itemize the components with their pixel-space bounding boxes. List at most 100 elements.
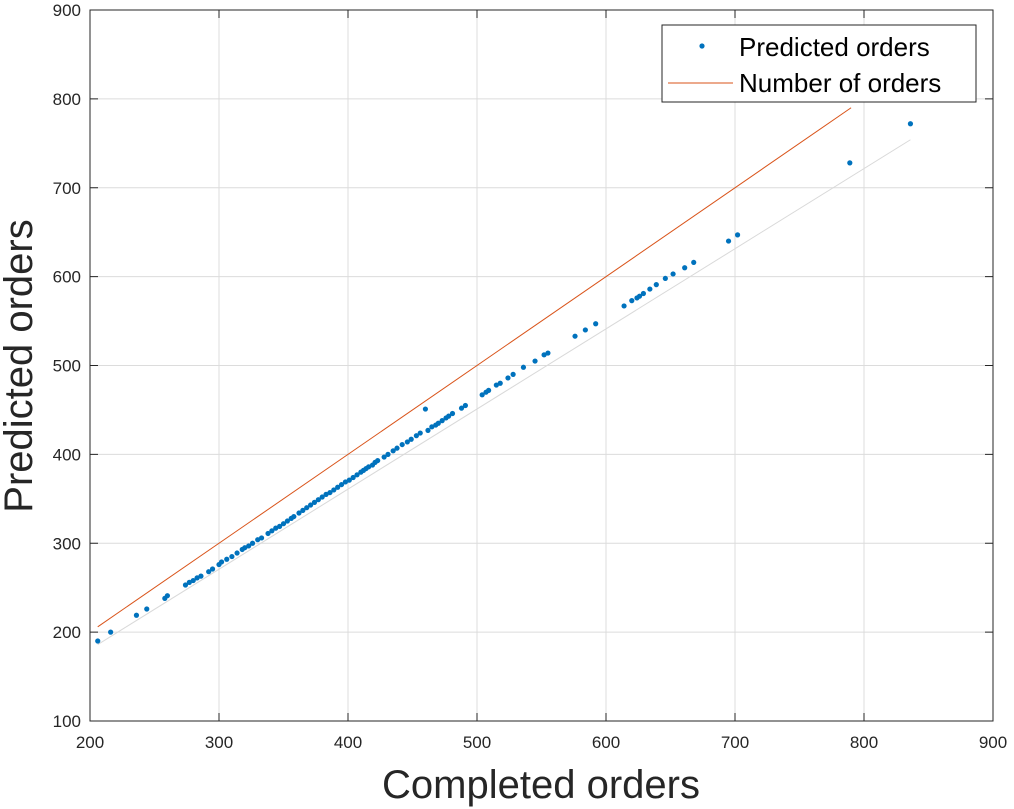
predicted-orders-point — [479, 392, 485, 398]
predicted-orders-point — [640, 290, 647, 297]
x-tick-label: 800 — [850, 733, 878, 752]
predicted-orders-point — [338, 481, 345, 488]
predicted-orders-point — [446, 413, 452, 419]
predicted-orders-point — [311, 499, 318, 505]
predicted-orders-point — [234, 550, 240, 556]
predicted-orders-point — [385, 451, 391, 457]
predicted-orders-point — [277, 523, 283, 529]
predicted-orders-point — [375, 457, 381, 464]
ticks: 200 300 400 500 600 700 800 900 100 200 300 400 500 6… — [53, 1, 1008, 752]
legend-box — [661, 24, 977, 103]
predicted-orders-point — [319, 494, 325, 500]
predicted-orders-point — [346, 477, 352, 483]
number-of-orders-line — [97, 107, 852, 628]
predicted-orders-point — [458, 405, 465, 411]
predicted-orders-point — [304, 505, 310, 511]
predicted-orders-point — [206, 569, 212, 575]
predicted-orders-point — [249, 540, 256, 546]
predicted-orders-point — [194, 575, 200, 581]
predicted-orders-point — [265, 530, 271, 537]
predicted-orders-point — [629, 298, 635, 304]
predicted-orders-point — [342, 479, 349, 485]
fit-line — [97, 139, 911, 645]
predicted-orders-point — [462, 402, 468, 409]
predicted-orders-point — [413, 433, 419, 439]
x-tick-label: 600 — [592, 733, 620, 752]
predicted-orders-point — [229, 553, 235, 560]
predicted-orders-point — [425, 427, 431, 433]
predicted-orders-point — [258, 535, 265, 541]
predicted-orders-point — [725, 238, 732, 244]
series-layer — [95, 107, 914, 645]
predicted-orders-point — [572, 333, 578, 339]
predicted-orders-point — [246, 543, 252, 549]
predicted-orders-point — [670, 271, 676, 277]
predicted-orders-point — [582, 327, 588, 333]
y-tick-label: 800 — [53, 90, 81, 109]
legend-label-number-of-orders: Number of orders — [739, 68, 941, 98]
y-tick-label: 700 — [53, 179, 81, 198]
predicted-orders-point — [307, 502, 314, 508]
predicted-orders-point — [323, 491, 329, 497]
predicted-orders-point — [593, 321, 599, 327]
predicted-orders-point — [647, 286, 653, 292]
predicted-orders-point — [366, 464, 372, 470]
predicted-orders-point — [315, 497, 321, 503]
predicted-orders-point — [493, 382, 499, 388]
predicted-orders-point — [505, 375, 511, 381]
predicted-orders-point — [300, 507, 306, 513]
y-tick-label: 500 — [53, 357, 81, 376]
y-tick-label: 400 — [53, 445, 81, 464]
x-tick-label: 400 — [334, 733, 362, 752]
predicted-orders-point — [390, 448, 396, 454]
predicted-orders-point — [408, 436, 414, 442]
y-tick-label: 300 — [53, 534, 81, 553]
predicted-orders-point — [520, 364, 527, 370]
predicted-orders-point — [291, 513, 297, 520]
predicted-orders-point — [224, 556, 230, 562]
predicted-orders-point — [327, 489, 333, 496]
predicted-orders-point — [662, 275, 668, 282]
predicted-orders-point — [273, 525, 279, 531]
predicted-orders-point — [190, 577, 196, 584]
predicted-orders-point — [242, 545, 248, 551]
predicted-orders-point — [907, 121, 914, 127]
predicted-orders-point — [847, 160, 853, 166]
predicted-orders-point — [497, 380, 503, 386]
y-tick-label: 200 — [53, 623, 81, 642]
predicted-orders-point — [198, 573, 204, 579]
predicted-orders-point — [541, 352, 547, 358]
x-tick-label: 200 — [76, 733, 104, 752]
predicted-orders-point — [354, 472, 360, 478]
predicted-orders-point — [331, 487, 337, 493]
predicted-orders-point — [545, 350, 551, 356]
predicted-orders-point — [682, 265, 688, 271]
x-axis-label: Completed orders — [382, 763, 700, 807]
predicted-orders-point — [394, 445, 400, 451]
predicted-orders-point — [621, 303, 627, 309]
predicted-orders-point — [350, 474, 356, 481]
predicted-orders-point — [108, 629, 114, 635]
predicted-orders-point — [429, 424, 435, 430]
predicted-orders-point — [653, 282, 659, 288]
predicted-orders-point — [335, 484, 341, 490]
predicted-orders-point — [449, 410, 456, 417]
x-tick-label: 900 — [979, 733, 1007, 752]
predicted-orders-point — [404, 439, 410, 445]
legend: Predicted orders Number of orders — [661, 24, 977, 103]
y-tick-label: 600 — [53, 268, 81, 287]
x-tick-label: 300 — [205, 733, 233, 752]
legend-marker-predicted — [699, 43, 705, 49]
predicted-orders-point — [486, 387, 492, 393]
predicted-orders-point — [417, 430, 423, 436]
x-tick-label: 500 — [463, 733, 491, 752]
predicted-orders-point — [218, 559, 225, 565]
predicted-orders-point — [269, 528, 275, 534]
predicted-orders-point — [144, 606, 150, 612]
y-axis-label: Predicted orders — [0, 219, 41, 512]
predicted-orders-point — [182, 582, 189, 588]
y-tick-label: 100 — [53, 712, 81, 731]
predicted-orders-point — [296, 510, 302, 516]
predicted-orders-point — [381, 454, 387, 460]
